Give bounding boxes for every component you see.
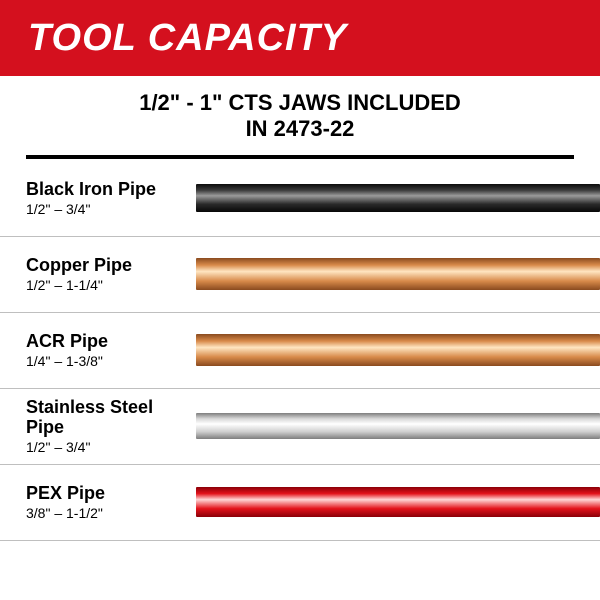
pipe-row: PEX Pipe3/8" – 1-1/2" [0,465,600,541]
pipe-label: Black Iron Pipe1/2" – 3/4" [26,180,196,217]
pipe-row: Copper Pipe1/2" – 1-1/4" [0,237,600,313]
pipe-name: Copper Pipe [26,256,188,276]
pipe-graphic-wrap [196,321,600,380]
pipe-graphic-wrap [196,245,600,304]
pipe-graphic [196,334,600,366]
pipe-label: Copper Pipe1/2" – 1-1/4" [26,256,196,293]
pipe-row: Black Iron Pipe1/2" – 3/4" [0,161,600,237]
pipe-rows: Black Iron Pipe1/2" – 3/4"Copper Pipe1/2… [0,161,600,541]
pipe-range: 1/2" – 3/4" [26,439,188,455]
pipe-graphic-wrap [196,473,600,532]
pipe-row: ACR Pipe1/4" – 1-3/8" [0,313,600,389]
header-title: TOOL CAPACITY [28,17,347,60]
pipe-name: Stainless Steel Pipe [26,398,188,438]
header-red: TOOL CAPACITY [0,0,600,76]
pipe-range: 3/8" – 1-1/2" [26,505,188,521]
pipe-graphic [196,487,600,517]
pipe-graphic [196,184,600,212]
pipe-name: Black Iron Pipe [26,180,188,200]
subhead: 1/2" - 1" CTS JAWS INCLUDED IN 2473-22 [60,90,540,143]
pipe-range: 1/4" – 1-3/8" [26,353,188,369]
pipe-graphic-wrap [196,169,600,228]
pipe-label: ACR Pipe1/4" – 1-3/8" [26,332,196,369]
pipe-range: 1/2" – 1-1/4" [26,277,188,293]
header-band: TOOL CAPACITY [0,0,600,76]
top-rule [26,155,574,159]
pipe-range: 1/2" – 3/4" [26,201,188,217]
pipe-graphic-wrap [196,397,600,456]
pipe-graphic [196,258,600,290]
subhead-line1: 1/2" - 1" CTS JAWS INCLUDED [139,90,461,115]
pipe-name: ACR Pipe [26,332,188,352]
pipe-graphic [196,413,600,439]
pipe-name: PEX Pipe [26,484,188,504]
subhead-line2: IN 2473-22 [60,116,540,142]
pipe-row: Stainless Steel Pipe1/2" – 3/4" [0,389,600,465]
pipe-label: Stainless Steel Pipe1/2" – 3/4" [26,398,196,455]
pipe-label: PEX Pipe3/8" – 1-1/2" [26,484,196,521]
